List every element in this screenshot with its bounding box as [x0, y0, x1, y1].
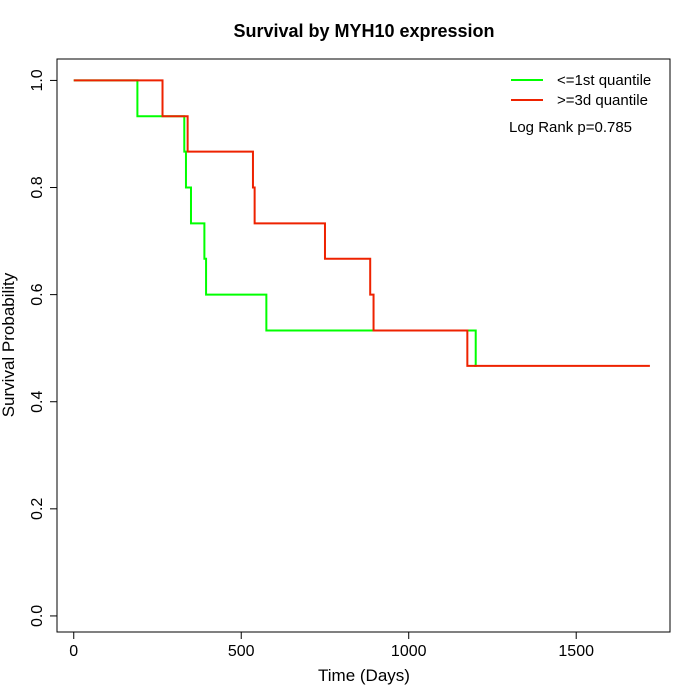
y-axis-title: Survival Probability — [0, 272, 18, 417]
x-tick-label: 1500 — [558, 643, 594, 660]
series-layer — [73, 79, 650, 367]
y-tick-label: 0.2 — [29, 498, 46, 520]
plot-frame — [56, 58, 671, 633]
x-axis-title: Time (Days) — [318, 666, 410, 685]
y-axis: 0.0 0.2 0.4 0.6 0.8 1.0 — [29, 69, 58, 627]
y-tick-label: 1.0 — [29, 69, 46, 91]
log-rank-annotation: Log Rank p=0.785 — [509, 119, 632, 136]
y-tick-label: 0.0 — [29, 605, 46, 627]
chart-title: Survival by MYH10 expression — [233, 21, 494, 41]
x-axis: 0 500 1000 1500 — [69, 631, 594, 660]
legend-label: >=3d quantile — [557, 92, 648, 109]
x-tick-label: 1000 — [391, 643, 427, 660]
x-tick-label: 500 — [228, 643, 255, 660]
y-tick-label: 0.8 — [29, 176, 46, 198]
y-tick-label: 0.4 — [29, 391, 46, 413]
survival-curve-2 — [73, 79, 650, 367]
legend: <=1st quantile >=3d quantile — [511, 72, 651, 109]
x-tick-label: 0 — [69, 643, 78, 660]
legend-label: <=1st quantile — [557, 72, 651, 89]
y-tick-label: 0.6 — [29, 283, 46, 305]
